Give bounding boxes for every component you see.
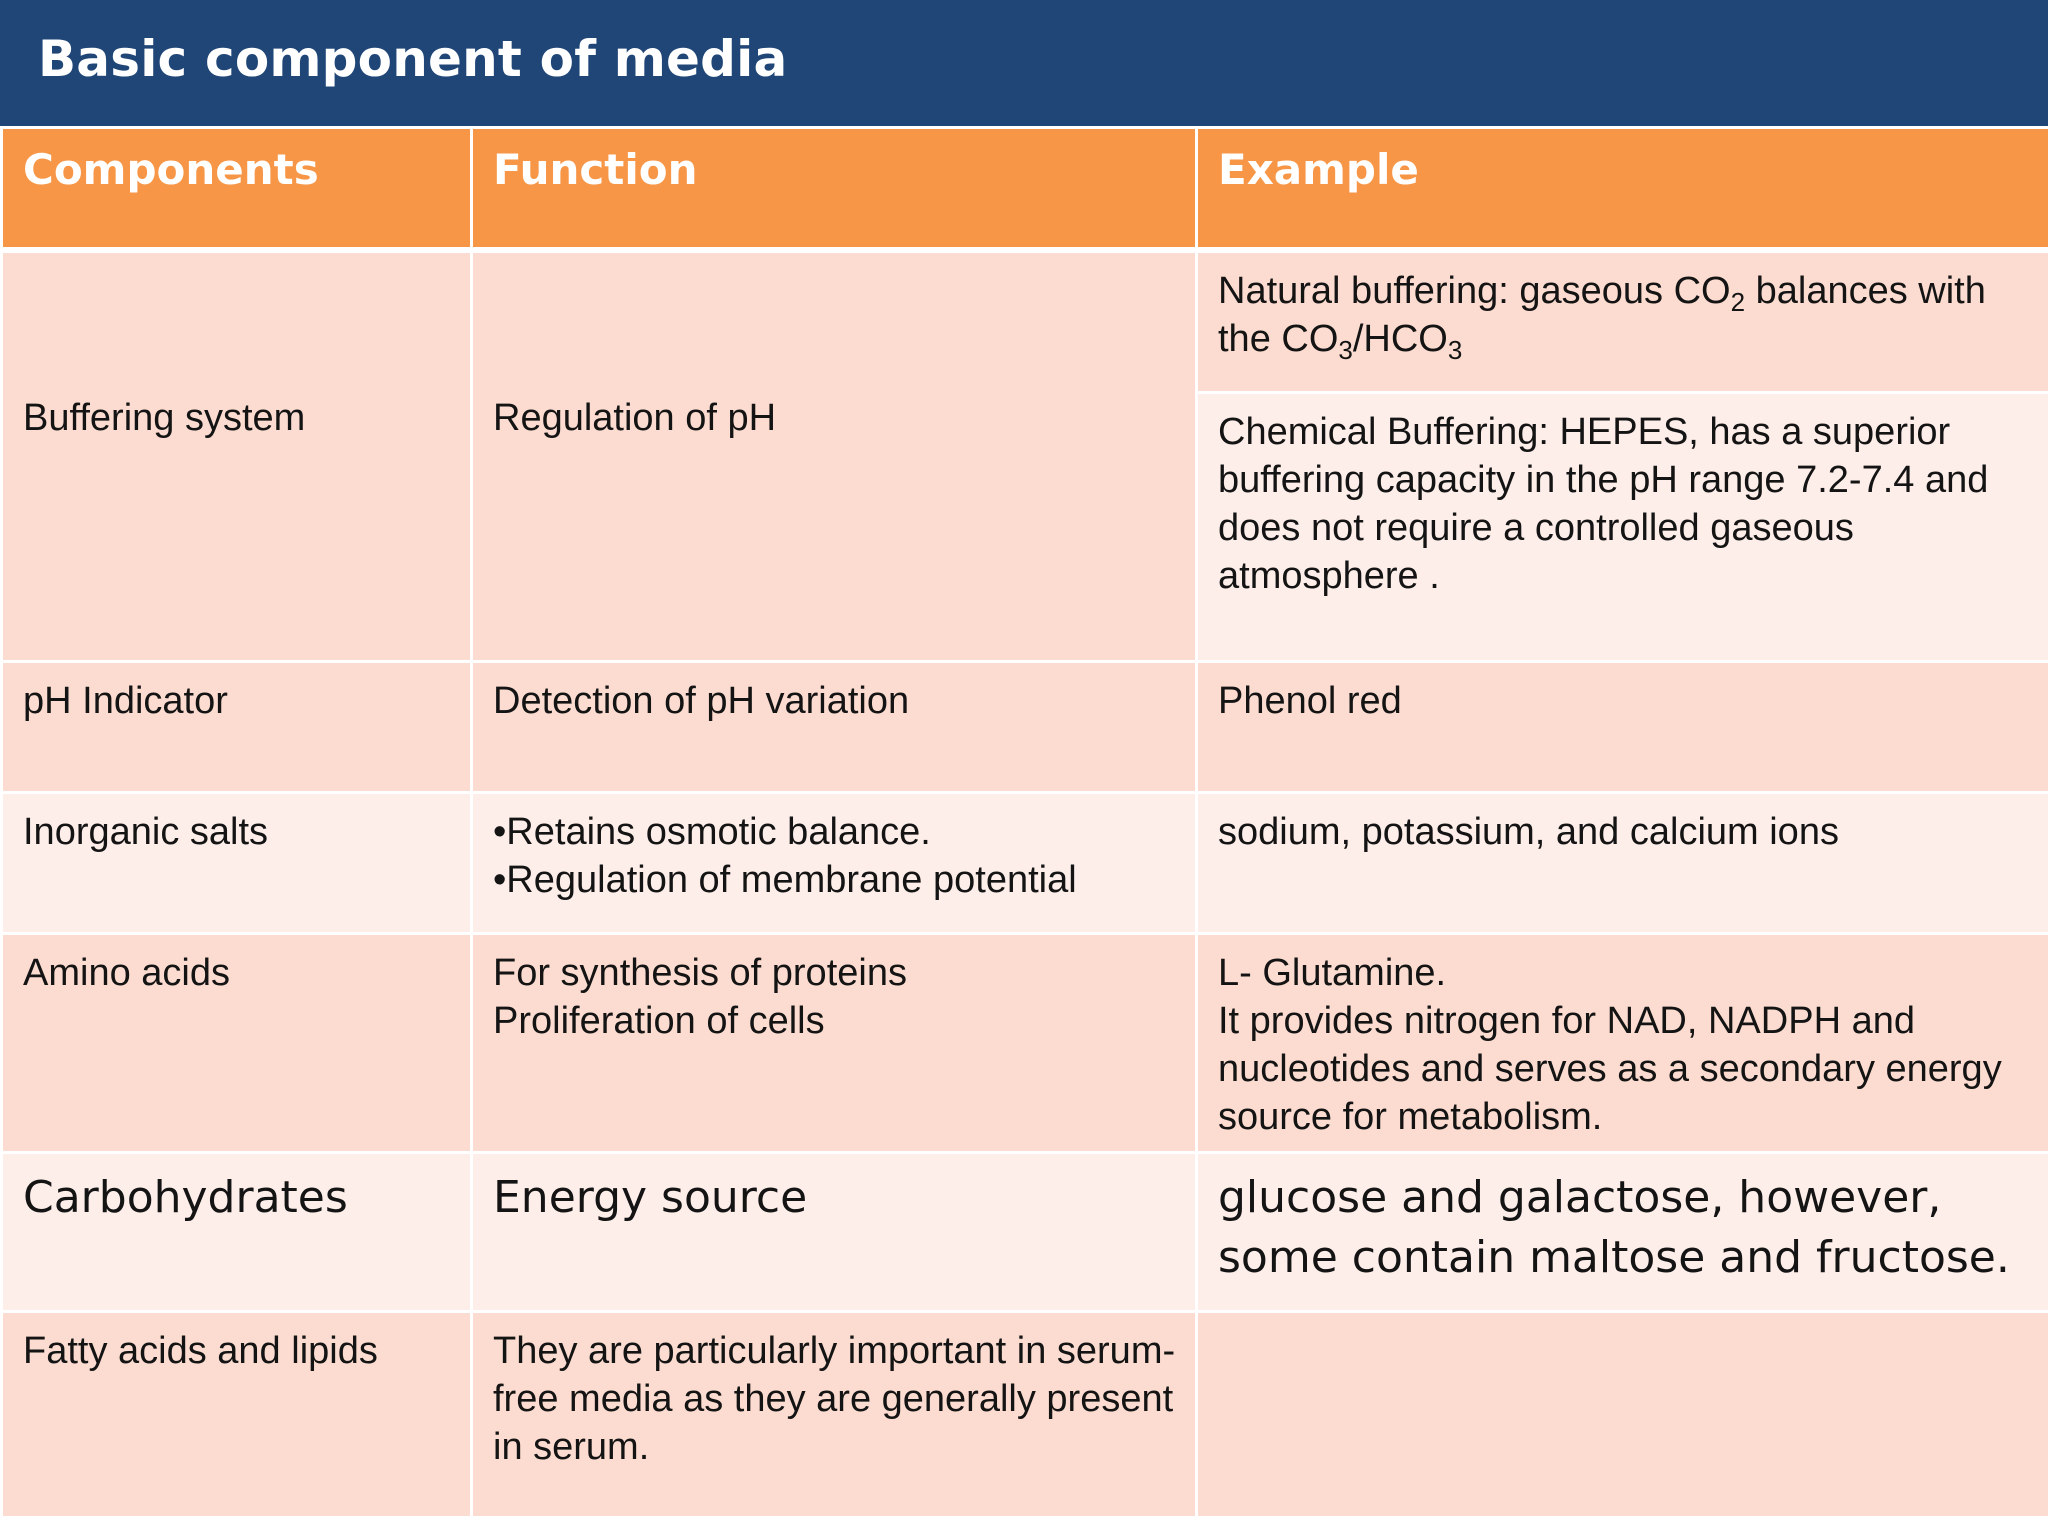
table-row: Amino acids For synthesis of proteins Pr… [0,932,2048,1154]
component-amino-acids: Amino acids [0,932,473,1154]
example-inorganic-salts: sodium, potassium, and calcium ions [1195,791,2048,935]
function-buffering: Regulation of pH [493,397,777,440]
page-title: Basic component of media [38,30,788,88]
cell-function: Regulation of pH [470,248,1198,663]
component-ph-indicator: pH Indicator [0,660,473,794]
table-header-row: Components Function Example [0,126,2048,251]
function-carbohydrates: Energy source [470,1151,1198,1313]
header-function: Function [470,126,1198,251]
header-components: Components [0,126,473,251]
table-row: Carbohydrates Energy source glucose and … [0,1151,2048,1313]
component-buffering: Buffering system [23,397,306,440]
example-fatty-acids [1195,1310,2048,1519]
component-fatty-acids: Fatty acids and lipids [0,1310,473,1519]
table-row: Fatty acids and lipids They are particul… [0,1310,2048,1519]
example-chemical-buffering: Chemical Buffering: HEPES, has a superio… [1198,393,2048,660]
table-row: Buffering system Regulation of pH Natura… [0,248,2048,663]
cell-example: Natural buffering: gaseous CO2 balances … [1195,248,2048,663]
component-carbohydrates: Carbohydrates [0,1151,473,1313]
example-carbohydrates: glucose and galactose, however, some con… [1195,1151,2048,1313]
example-amino-acids: L- Glutamine. It provides nitrogen for N… [1195,932,2048,1154]
title-bar: Basic component of media [0,0,2048,126]
function-fatty-acids: They are particularly important in serum… [470,1310,1198,1519]
function-inorganic-salts: •Retains osmotic balance. •Regulation of… [470,791,1198,935]
example-ph-indicator: Phenol red [1195,660,2048,794]
header-example: Example [1195,126,2048,251]
table-row: pH Indicator Detection of pH variation P… [0,660,2048,794]
component-inorganic-salts: Inorganic salts [0,791,473,935]
table-row: Inorganic salts •Retains osmotic balance… [0,791,2048,935]
example-natural-buffering: Natural buffering: gaseous CO2 balances … [1198,252,2048,394]
function-ph-indicator: Detection of pH variation [470,660,1198,794]
media-components-table: Components Function Example Buffering sy… [0,126,2048,1519]
cell-component: Buffering system [0,248,473,663]
function-amino-acids: For synthesis of proteins Proliferation … [470,932,1198,1154]
